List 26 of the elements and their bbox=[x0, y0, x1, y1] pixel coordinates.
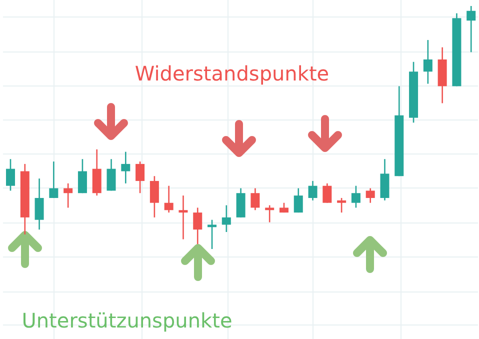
candlestick bbox=[34, 178, 44, 230]
candlestick bbox=[222, 204, 231, 233]
candlestick bbox=[351, 185, 360, 208]
candlestick bbox=[150, 175, 159, 218]
candlestick bbox=[136, 160, 145, 194]
candlestick bbox=[178, 194, 188, 240]
candlestick bbox=[121, 151, 130, 184]
candlestick bbox=[78, 158, 87, 194]
candlestick bbox=[250, 188, 260, 211]
text: Unterstützunspunkte bbox=[22, 308, 232, 332]
annotation: Widerstandspunkte bbox=[134, 61, 330, 86]
candlestick bbox=[49, 160, 58, 199]
candlestick bbox=[208, 219, 217, 249]
candlestick bbox=[6, 158, 15, 192]
candlestick bbox=[423, 39, 432, 84]
candlestick bbox=[322, 182, 332, 204]
candlestick bbox=[164, 185, 174, 214]
candlestick bbox=[64, 182, 73, 208]
candlestick bbox=[294, 188, 303, 214]
candlestick bbox=[193, 207, 202, 245]
candlestick bbox=[265, 204, 274, 223]
candlestick bbox=[106, 158, 116, 192]
candlestick bbox=[337, 197, 346, 214]
candlestick bbox=[466, 6, 476, 53]
candlestick bbox=[308, 180, 318, 202]
candlestick bbox=[366, 188, 375, 204]
